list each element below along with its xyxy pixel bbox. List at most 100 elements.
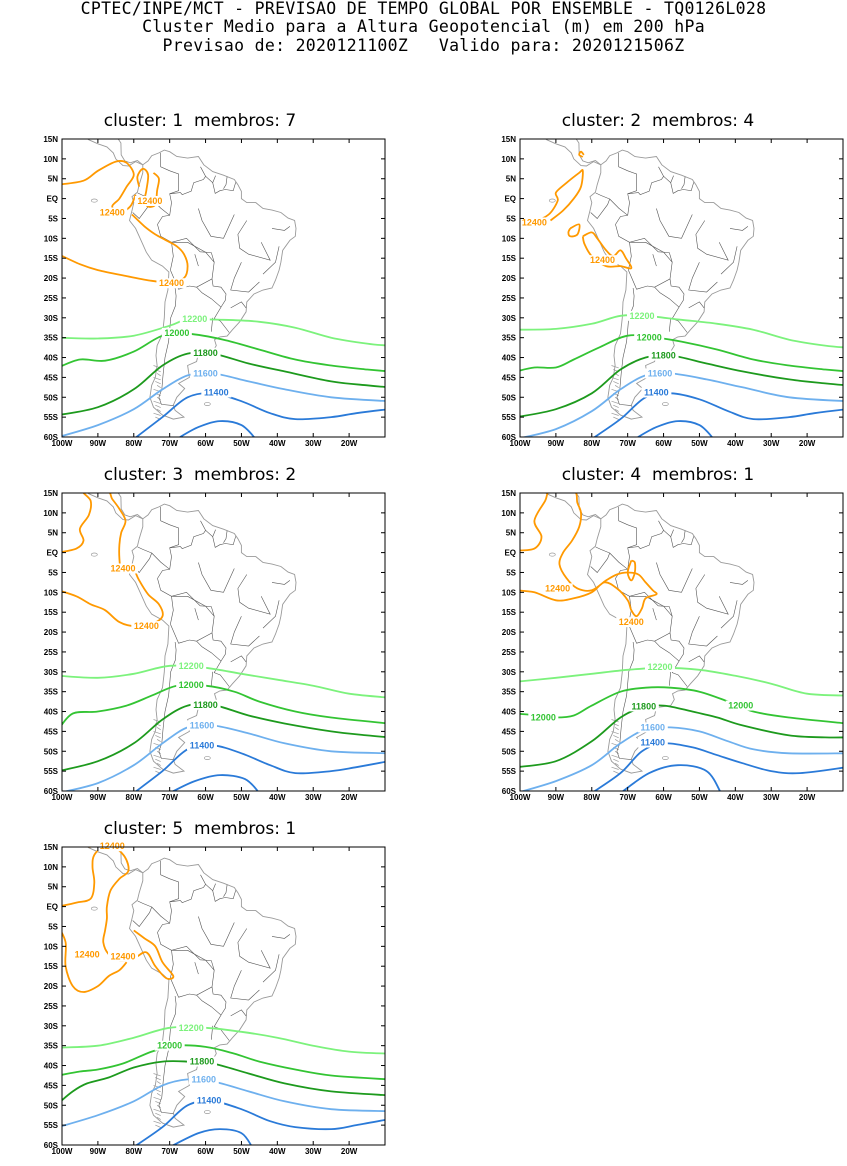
country-border (271, 226, 291, 231)
members-count: 1 (285, 819, 297, 839)
fjord (613, 770, 619, 774)
lat-tick-label: 60S (44, 1141, 59, 1150)
country-border (656, 208, 693, 239)
lon-tick-label: 100W (52, 793, 73, 802)
country-border (670, 529, 674, 537)
fjord (155, 381, 161, 385)
lon-tick-label: 80W (126, 1147, 143, 1156)
contour-12400 (62, 159, 137, 214)
contour-11400 (134, 392, 385, 437)
label-bg (627, 310, 658, 321)
contour-label: 12400 (545, 583, 570, 593)
lat-tick-label: 25S (502, 294, 517, 303)
fjord (155, 1124, 161, 1128)
country-border (160, 152, 179, 195)
lat-tick-label: 35S (44, 688, 59, 697)
country-border (212, 883, 216, 891)
lon-tick-label: 60W (197, 439, 214, 448)
lon-tick-label: 40W (269, 1147, 286, 1156)
fjord (614, 385, 619, 388)
country-border (616, 641, 635, 760)
country-border (618, 152, 637, 195)
island (156, 123, 162, 126)
panel-title: cluster: 1 membros: 7 (103, 111, 297, 131)
lat-tick-label: 40S (502, 354, 517, 363)
fjord (611, 754, 619, 758)
coastline-caribbean (117, 139, 144, 166)
lat-tick-label: EQ (504, 549, 516, 558)
lon-tick-label: 20W (341, 793, 358, 802)
country-border (230, 1009, 247, 1017)
contour-label: 12200 (647, 662, 672, 672)
contour-label: 11600 (193, 368, 218, 378)
lat-tick-label: 20S (502, 274, 517, 283)
map-svg: 12400 12400 12200 12000 12000 11800 11600 11400… (501, 489, 844, 802)
lon-tick-label: 40W (727, 439, 744, 448)
fjord (155, 1089, 161, 1093)
contour-12400 (578, 150, 585, 158)
fjord (153, 412, 161, 416)
country-border (132, 546, 153, 573)
island (90, 552, 98, 557)
label-bg (641, 387, 672, 398)
lat-tick-label: 55S (44, 767, 59, 776)
contour-label: 11800 (651, 351, 676, 361)
lat-tick-label: 25S (502, 648, 517, 657)
country-border (720, 600, 738, 629)
lat-tick-label: 50S (502, 747, 517, 756)
lat-tick-label: EQ (46, 549, 58, 558)
fjord (153, 754, 161, 758)
country-border (230, 970, 260, 1001)
country-border (205, 884, 236, 902)
fjord (153, 1073, 161, 1077)
label-backing (108, 563, 221, 751)
country-border (212, 175, 216, 183)
fjord (153, 766, 161, 770)
island (614, 123, 620, 126)
map-layer (520, 123, 843, 437)
contour-labels: 12400 12400 12400 12200 12000 11800 11600 11400 (75, 841, 222, 1105)
country-border (590, 192, 611, 219)
lat-tick-label: 5S (48, 568, 58, 577)
map-frame (519, 138, 844, 438)
contour-11400 (135, 1100, 385, 1145)
country-border (212, 529, 216, 537)
island (204, 402, 211, 406)
contour-12400 (62, 931, 128, 993)
contour-label: 12200 (179, 661, 204, 671)
lon-tick-label: 100W (510, 439, 531, 448)
contour-12200 (520, 666, 843, 697)
country-border (729, 580, 749, 585)
contour-label: 12000 (164, 328, 189, 338)
country-border (196, 632, 227, 662)
lon-tick-label: 40W (727, 793, 744, 802)
lon-tick-label: 80W (126, 793, 143, 802)
lat-tick-label: 5S (506, 214, 516, 223)
contour-label: 12400 (137, 196, 162, 206)
country-border (271, 580, 291, 585)
label-bg (72, 949, 103, 960)
island (140, 833, 146, 836)
label-backing (72, 841, 225, 1106)
map-frame (61, 138, 386, 438)
lat-tick-label: 15S (44, 608, 59, 617)
lat-tick-label: 10S (44, 942, 59, 951)
map-frame (61, 492, 386, 792)
country-border (196, 278, 227, 308)
lon-tick-label: 90W (90, 439, 107, 448)
fjord (155, 1077, 161, 1081)
contour-12400 (62, 572, 164, 628)
cluster-number: 5 (172, 819, 184, 839)
fjord (155, 1112, 161, 1116)
fjord (614, 397, 619, 400)
country-border (151, 906, 170, 924)
country-border (609, 198, 628, 216)
island (156, 477, 162, 480)
panel-title: cluster: 2 membros: 4 (561, 111, 755, 131)
fjord (611, 412, 619, 416)
fjord (156, 762, 161, 766)
country-border (151, 552, 170, 570)
fjord (611, 365, 619, 369)
country-border (654, 278, 685, 308)
label-bg (637, 737, 668, 748)
